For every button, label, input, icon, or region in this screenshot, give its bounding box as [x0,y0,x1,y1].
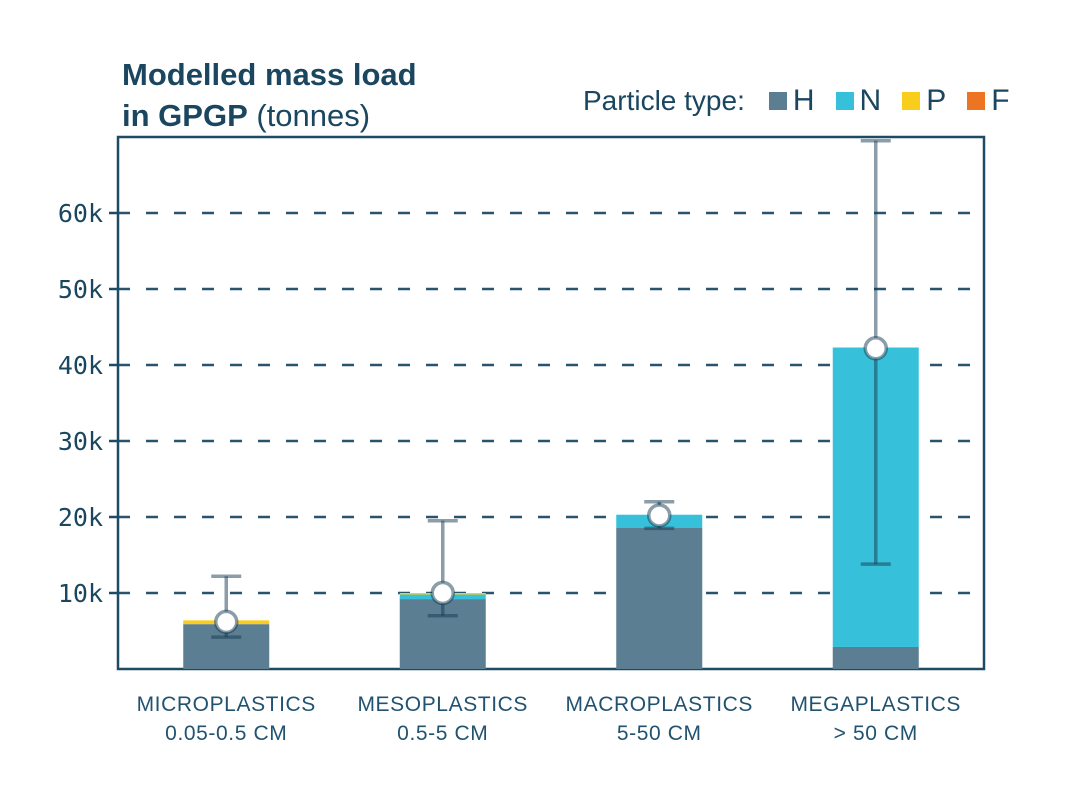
legend-key-label: H [792,84,815,117]
legend-swatch-icon-N [835,92,854,110]
y-tick-label: 40k [58,351,103,380]
category-size-range: 0.05-0.5 CM [165,722,288,745]
category-size-range: > 50 CM [833,722,918,745]
x-label-microplastics: MICROPLASTICS 0.05-0.5 CM [137,690,316,748]
y-tick-label: 30k [58,427,103,456]
legend-item-N: N [835,84,882,118]
category-name: MACROPLASTICS [565,693,753,716]
plot-frame [116,135,986,671]
legend-item-P: P [902,84,946,118]
estimate-marker-mesoplastics [430,580,455,606]
y-tick-label: 60k [58,199,103,228]
legend-key-label: N [859,84,882,117]
bar-segment-H-megaplastics [832,646,919,669]
legend-swatch-icon-F [967,92,986,110]
legend-swatch-icon-H [768,92,787,110]
category-name: MESOPLASTICS [357,693,529,716]
estimate-marker-megaplastics [863,336,888,361]
x-label-macroplastics: MACROPLASTICS 5-50 CM [566,690,754,748]
legend-key-label: P [926,84,947,117]
x-label-megaplastics: MEGAPLASTICS > 50 CM [790,690,961,748]
legend-item-H: H [768,84,815,118]
chart-title-line1: Modelled mass load [122,54,417,95]
category-size-range: 0.5-5 CM [397,722,489,745]
legend-title: Particle type: [583,85,745,116]
bar-segment-H-macroplastics [616,527,703,669]
title-gpgp-bold: in GPGP [122,98,248,133]
category-size-range: 5-50 CM [616,722,702,745]
category-name: MICROPLASTICS [136,693,316,716]
y-tick-label: 20k [58,503,103,532]
chart-title: Modelled mass load in GPGP (tonnes) [122,54,417,136]
y-tick-label: 50k [58,275,103,304]
legend-swatch-icon-P [902,92,921,110]
y-tick-label: 10k [58,579,103,608]
chart-title-line2: in GPGP (tonnes) [122,95,417,136]
legend-item-F: F [967,84,1010,118]
legend-key-label: F [991,84,1010,117]
x-label-mesoplastics: MESOPLASTICS 0.5-5 CM [357,690,528,748]
category-name: MEGAPLASTICS [790,693,962,716]
title-text-bold: Modelled mass load [122,57,417,92]
estimate-marker-microplastics [214,609,239,635]
estimate-marker-macroplastics [647,503,672,528]
title-unit: (tonnes) [256,98,371,133]
legend: Particle type: H N P F [583,82,1031,120]
